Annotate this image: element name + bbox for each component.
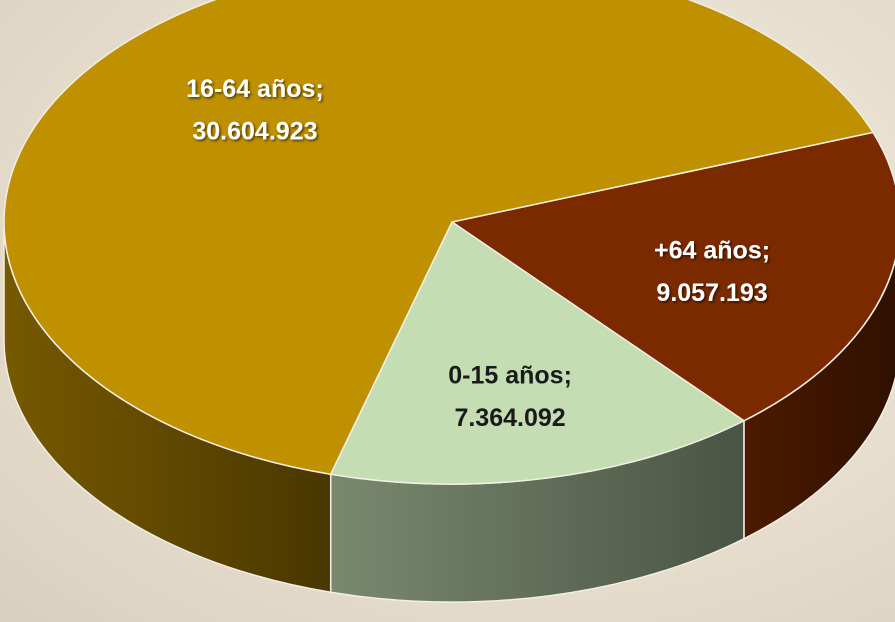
category-label: +64 años;: [654, 236, 770, 264]
value-label: 30.604.923: [192, 117, 317, 145]
value-label: 9.057.193: [656, 279, 767, 307]
slice-label: +64 años; 9.057.193: [654, 236, 770, 307]
value-label: 7.364.092: [454, 404, 565, 432]
slice-label: 16-64 años; 30.604.923: [186, 75, 324, 145]
slice: [329, 220, 746, 485]
category-label: 0-15 años;: [448, 361, 572, 389]
slice: [450, 131, 895, 422]
category-label: 16-64 años;: [186, 75, 324, 103]
slice-label: 0-15 años; 7.364.092: [448, 361, 572, 432]
slice: [3, 0, 875, 476]
